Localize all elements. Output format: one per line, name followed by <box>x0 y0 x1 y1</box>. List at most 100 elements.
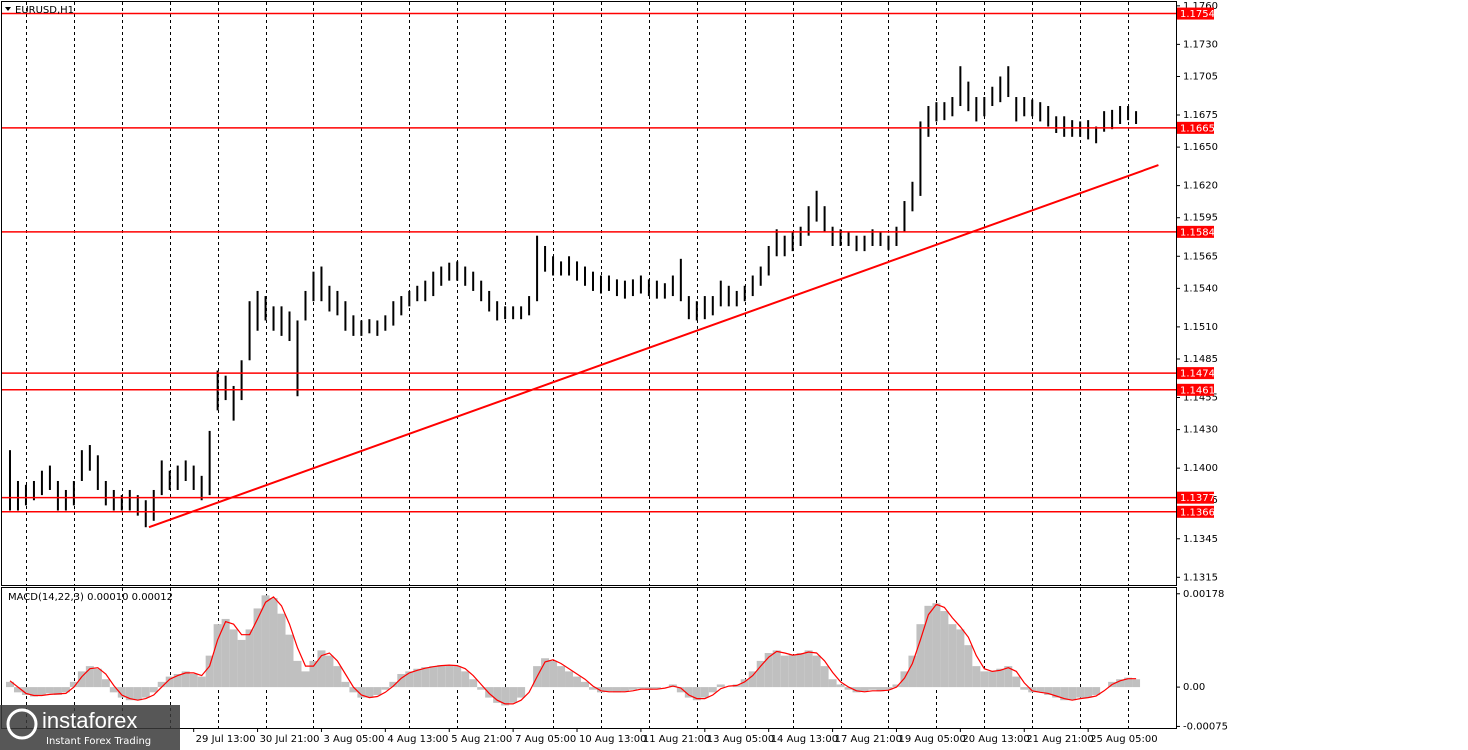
macd-histogram-bar <box>676 687 685 693</box>
macd-histogram-bar <box>1044 687 1053 695</box>
price-bar <box>200 475 203 501</box>
macd-histogram-bar <box>1132 679 1141 688</box>
y-tick-label: 1.1675 <box>1183 110 1218 121</box>
macd-histogram-bar <box>517 687 526 698</box>
price-bar <box>927 106 930 137</box>
price-bar <box>256 290 259 331</box>
x-tick-label: 17 Aug 21:00 <box>835 734 902 745</box>
price-bar <box>192 465 195 490</box>
macd-histogram-bar <box>772 650 781 688</box>
price-bar <box>24 484 27 506</box>
macd-histogram-bar <box>780 655 789 688</box>
price-bar <box>160 460 163 496</box>
x-tick-label: 10 Aug 13:00 <box>579 734 646 745</box>
price-bar <box>1111 109 1114 130</box>
price-bar <box>560 261 563 276</box>
price-bar <box>480 280 483 302</box>
macd-histogram-bar <box>868 687 877 690</box>
price-bar <box>791 231 794 252</box>
macd-histogram-bar <box>53 687 62 695</box>
x-tick-label: 30 Jul 21:00 <box>260 734 320 745</box>
macd-histogram-bar <box>125 687 134 701</box>
price-bar <box>879 231 882 246</box>
y-tick-label: 1.1400 <box>1183 463 1218 474</box>
price-bar <box>687 296 690 320</box>
price-bar <box>967 81 970 112</box>
price-bar <box>767 245 770 276</box>
macd-histogram-bar <box>972 666 981 688</box>
price-bar <box>1023 97 1026 117</box>
macd-histogram-bar <box>1068 687 1077 701</box>
price-bar <box>456 261 459 281</box>
macd-histogram-bar <box>293 660 302 688</box>
macd-histogram-bar <box>876 687 885 692</box>
price-bar <box>727 285 730 307</box>
price-bar <box>655 280 658 299</box>
price-bar <box>1127 106 1130 121</box>
macd-histogram-bar <box>13 687 22 693</box>
chart-title: EURUSD,H1 <box>15 5 74 16</box>
price-bar <box>1095 126 1098 144</box>
macd-histogram-bar <box>69 681 78 688</box>
level-label: 1.1461 <box>1180 385 1215 396</box>
macd-histogram-bar <box>892 684 901 688</box>
price-bar <box>112 489 115 511</box>
macd-histogram-bar <box>988 671 997 688</box>
price-bar <box>48 465 51 490</box>
macd-histogram-bar <box>237 639 246 688</box>
macd-histogram-bar <box>549 660 558 688</box>
macd-histogram-bar <box>1004 666 1013 688</box>
x-tick-label: 21 Aug 21:00 <box>1026 734 1093 745</box>
y-tick-label: 1.1510 <box>1183 322 1218 333</box>
price-bar <box>1031 99 1034 117</box>
price-bar <box>544 245 547 272</box>
macd-histogram-bar <box>261 595 270 688</box>
macd-histogram-bar <box>756 660 765 688</box>
macd-histogram-bar <box>77 671 86 688</box>
macd-histogram-bar <box>157 681 166 688</box>
macd-histogram-bar <box>1076 687 1085 698</box>
macd-histogram-bar <box>557 666 566 688</box>
macd-histogram-bar <box>884 687 893 690</box>
overlay: 29 Jul 13:00 30 Jul 21:00 3 Aug 05:00 4 Aug… <box>2 1 1228 745</box>
price-bar <box>152 489 155 521</box>
macd-histogram-bar <box>804 650 813 688</box>
y-tick-label: 1.1345 <box>1183 534 1218 545</box>
macd-histogram-bar <box>405 671 414 688</box>
price-bar <box>807 206 810 236</box>
price-bar <box>280 306 283 336</box>
macd-histogram-bar <box>453 666 462 688</box>
macd-histogram-bar <box>205 655 214 688</box>
macd-histogram-bar <box>285 634 294 688</box>
macd-histogram-bar <box>596 687 605 693</box>
macd-histogram-bar <box>85 666 94 688</box>
macd-histogram-bar <box>964 645 973 688</box>
x-tick-label: 11 Aug 21:00 <box>643 734 710 745</box>
y-tick-label: 1.1565 <box>1183 251 1218 262</box>
price-bar <box>1103 111 1106 132</box>
macd-histogram-bar <box>916 624 925 688</box>
macd-histogram-bar <box>301 671 310 688</box>
macd-histogram-bar <box>836 684 845 688</box>
y-tick-label: 1.1540 <box>1183 283 1218 294</box>
macd-histogram-bar <box>924 605 933 688</box>
price-bar <box>440 266 443 286</box>
macd-histogram-bar <box>1036 687 1045 693</box>
macd-histogram-bar <box>700 687 709 698</box>
level-label: 1.1474 <box>1180 369 1215 380</box>
price-bar <box>128 489 131 511</box>
price-bar <box>623 280 626 299</box>
price-bar <box>999 76 1002 103</box>
price-bar <box>711 296 714 316</box>
price-bar <box>935 102 938 122</box>
price-bar <box>903 201 906 232</box>
macd-histogram-bar <box>333 666 342 688</box>
price-bar <box>488 290 491 312</box>
price-bar <box>240 360 243 401</box>
level-label-box <box>1177 491 1214 504</box>
price-bar <box>855 235 858 252</box>
price-bar <box>176 465 179 490</box>
macd-histogram-bar <box>245 629 254 688</box>
price-bar <box>975 97 978 122</box>
